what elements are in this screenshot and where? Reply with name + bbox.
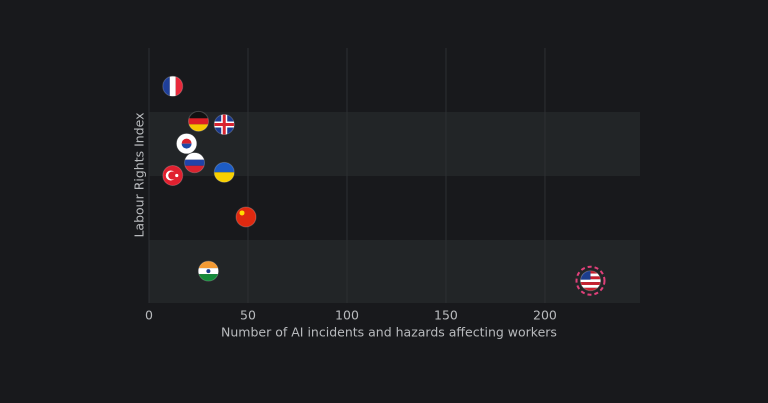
flag-border [187, 110, 209, 132]
flag-border [176, 133, 198, 155]
point [213, 161, 235, 183]
flag-part [198, 261, 219, 269]
x-tick-label: 200 [533, 308, 557, 323]
flag-part [214, 162, 235, 173]
flag-part [580, 270, 591, 280]
point [197, 260, 219, 282]
flag-part [580, 282, 601, 285]
point [235, 206, 257, 228]
flag-border [184, 152, 206, 174]
flag-part [188, 118, 209, 125]
x-axis-label: Number of AI incidents and hazards affec… [221, 325, 557, 340]
flag-part [184, 165, 205, 173]
y-axis-label: Labour Rights Index [132, 112, 147, 237]
point [162, 75, 184, 97]
point [213, 114, 235, 135]
flag [184, 152, 205, 173]
flag [214, 162, 235, 183]
flag-part [175, 173, 179, 178]
flag-part [206, 269, 211, 274]
flag-part [580, 284, 601, 288]
band [149, 240, 640, 303]
flag [188, 111, 209, 132]
x-tick-label: 150 [434, 308, 458, 323]
point [162, 165, 184, 186]
x-tick-label: 0 [145, 308, 153, 323]
highlight-ring [575, 265, 606, 296]
flag-part [580, 287, 601, 291]
flag-part [184, 159, 205, 166]
flag [214, 114, 235, 135]
flag-part [198, 274, 219, 282]
point [187, 110, 209, 132]
flag [236, 206, 257, 227]
flag-part [188, 111, 209, 119]
point [176, 133, 198, 155]
flag-part [169, 76, 176, 97]
flag-part [168, 171, 177, 180]
flag-border [162, 75, 184, 97]
flag-part [188, 124, 209, 132]
flag-border [580, 270, 602, 292]
flag-border [213, 114, 235, 135]
flag-border [235, 206, 257, 228]
flag [198, 261, 219, 282]
flag-part [239, 210, 245, 216]
point [580, 270, 602, 292]
flag-border [162, 165, 184, 186]
flag-border [197, 260, 219, 282]
flag-part [214, 172, 235, 183]
point [184, 152, 206, 174]
flag [176, 133, 197, 154]
flag-part [162, 76, 170, 97]
flag [162, 165, 183, 186]
flag-part [222, 114, 226, 135]
flag-part [580, 279, 601, 283]
flag [580, 270, 601, 291]
flag-part [175, 76, 183, 97]
flag-part [181, 143, 192, 149]
flag-part [184, 152, 205, 160]
x-tick-label: 50 [240, 308, 256, 323]
flag-part [181, 138, 192, 144]
flag-border [213, 161, 235, 183]
x-tick-label: 100 [335, 308, 359, 323]
flag [162, 76, 183, 97]
